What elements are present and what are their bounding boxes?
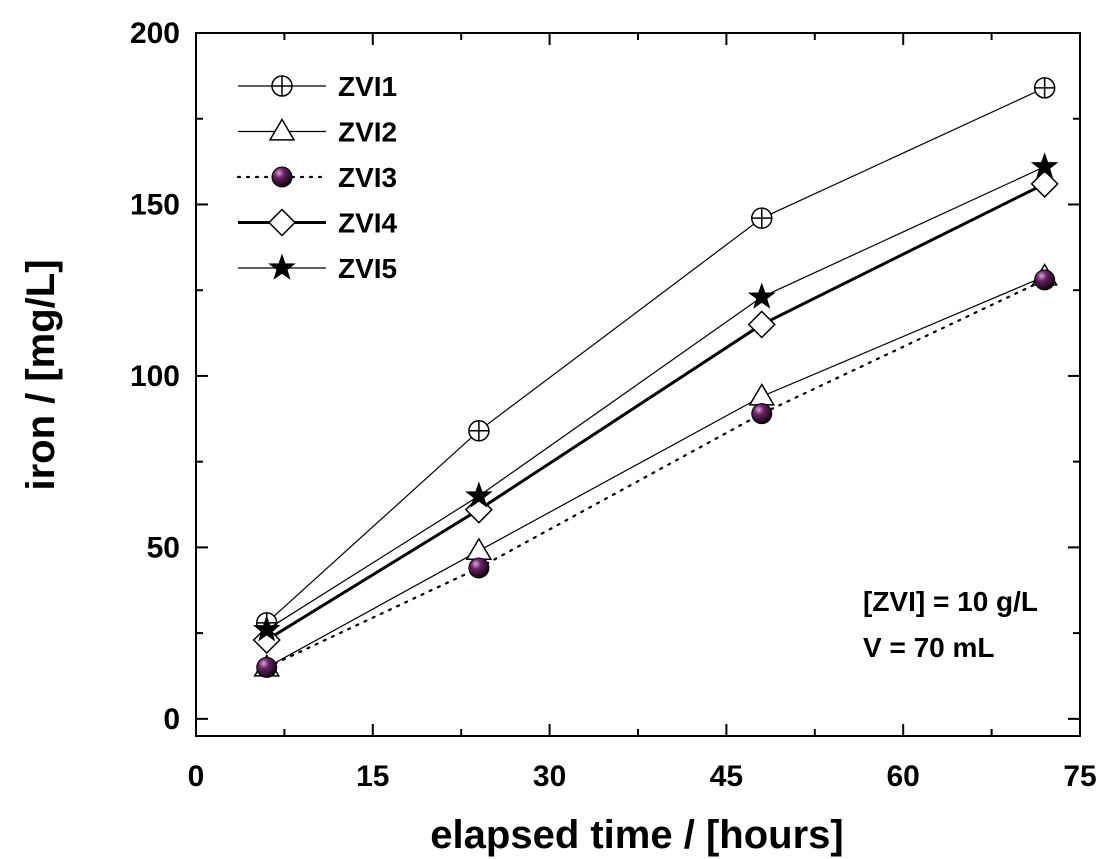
x-tick-label: 75 <box>1063 760 1096 793</box>
x-tick-label: 30 <box>533 760 566 793</box>
series-zvi1 <box>255 77 1056 634</box>
series-line-zvi4 <box>265 182 1046 642</box>
y-axis-title: iron / [mg/L] <box>19 259 63 490</box>
series-line-zvi5 <box>266 166 1045 631</box>
series-zvi3 <box>256 269 1056 678</box>
legend-item-zvi4: ZVI4 <box>238 208 398 239</box>
annotation-volume: V = 70 mL <box>863 632 995 663</box>
legend-label: ZVI3 <box>338 162 397 193</box>
annotation-zvi-concentration: [ZVI] = 10 g/L <box>863 586 1038 617</box>
series-layer <box>252 77 1059 678</box>
data-point-zvi5 <box>1030 152 1059 179</box>
data-point-zvi1 <box>751 207 773 229</box>
legend-marker <box>271 75 293 97</box>
data-point-zvi3 <box>256 656 278 678</box>
legend-item-zvi1: ZVI1 <box>238 71 397 102</box>
series-line-zvi2 <box>266 275 1045 668</box>
data-point-zvi3 <box>1034 269 1056 291</box>
annotations: [ZVI] = 10 g/L V = 70 mL <box>863 586 1038 663</box>
data-point-zvi2 <box>465 537 493 560</box>
data-point-zvi4 <box>1030 169 1059 198</box>
legend-marker <box>268 253 296 280</box>
data-point-zvi4 <box>252 625 281 655</box>
x-tick-label: 15 <box>356 760 389 793</box>
y-tick-label: 150 <box>130 188 180 221</box>
y-tick-label: 100 <box>130 360 180 393</box>
legend-label: ZVI4 <box>338 208 398 239</box>
legend-item-zvi5: ZVI5 <box>238 253 397 284</box>
legend-item-zvi2: ZVI2 <box>238 117 397 148</box>
y-tick-label: 0 <box>163 703 180 736</box>
data-point-zvi4 <box>747 310 776 339</box>
legend-label: ZVI5 <box>338 253 397 284</box>
legend-label: ZVI2 <box>338 117 397 148</box>
data-point-zvi3 <box>468 557 490 579</box>
y-tick-label: 200 <box>130 17 180 50</box>
data-point-zvi1 <box>1033 77 1056 99</box>
series-line-zvi1 <box>266 87 1045 624</box>
data-point-zvi1 <box>468 420 490 442</box>
legend: ZVI1 ZVI2 ZVI3 ZVI4 ZVI5 <box>236 71 398 284</box>
x-tick-label: 60 <box>887 760 920 793</box>
legend-item-zvi3: ZVI3 <box>236 162 397 193</box>
legend-marker <box>268 118 296 141</box>
legend-label: ZVI1 <box>338 71 397 102</box>
series-zvi4 <box>252 169 1059 655</box>
series-line-zvi3 <box>265 278 1046 669</box>
data-point-zvi5 <box>252 615 281 642</box>
series-zvi5 <box>252 152 1059 642</box>
x-axis-title: elapsed time / [hours] <box>430 813 843 857</box>
data-point-zvi2 <box>748 383 776 406</box>
legend-marker <box>267 208 297 237</box>
x-tick-label: 0 <box>188 760 205 793</box>
axes: 0 15 30 45 60 75 0 50 100 150 200 <box>130 17 1097 793</box>
x-tick-label: 45 <box>710 760 743 793</box>
legend-marker <box>271 166 293 188</box>
data-point-zvi3 <box>751 403 773 425</box>
data-point-zvi5 <box>465 481 493 508</box>
data-point-zvi5 <box>747 282 776 309</box>
y-tick-label: 50 <box>147 531 180 564</box>
